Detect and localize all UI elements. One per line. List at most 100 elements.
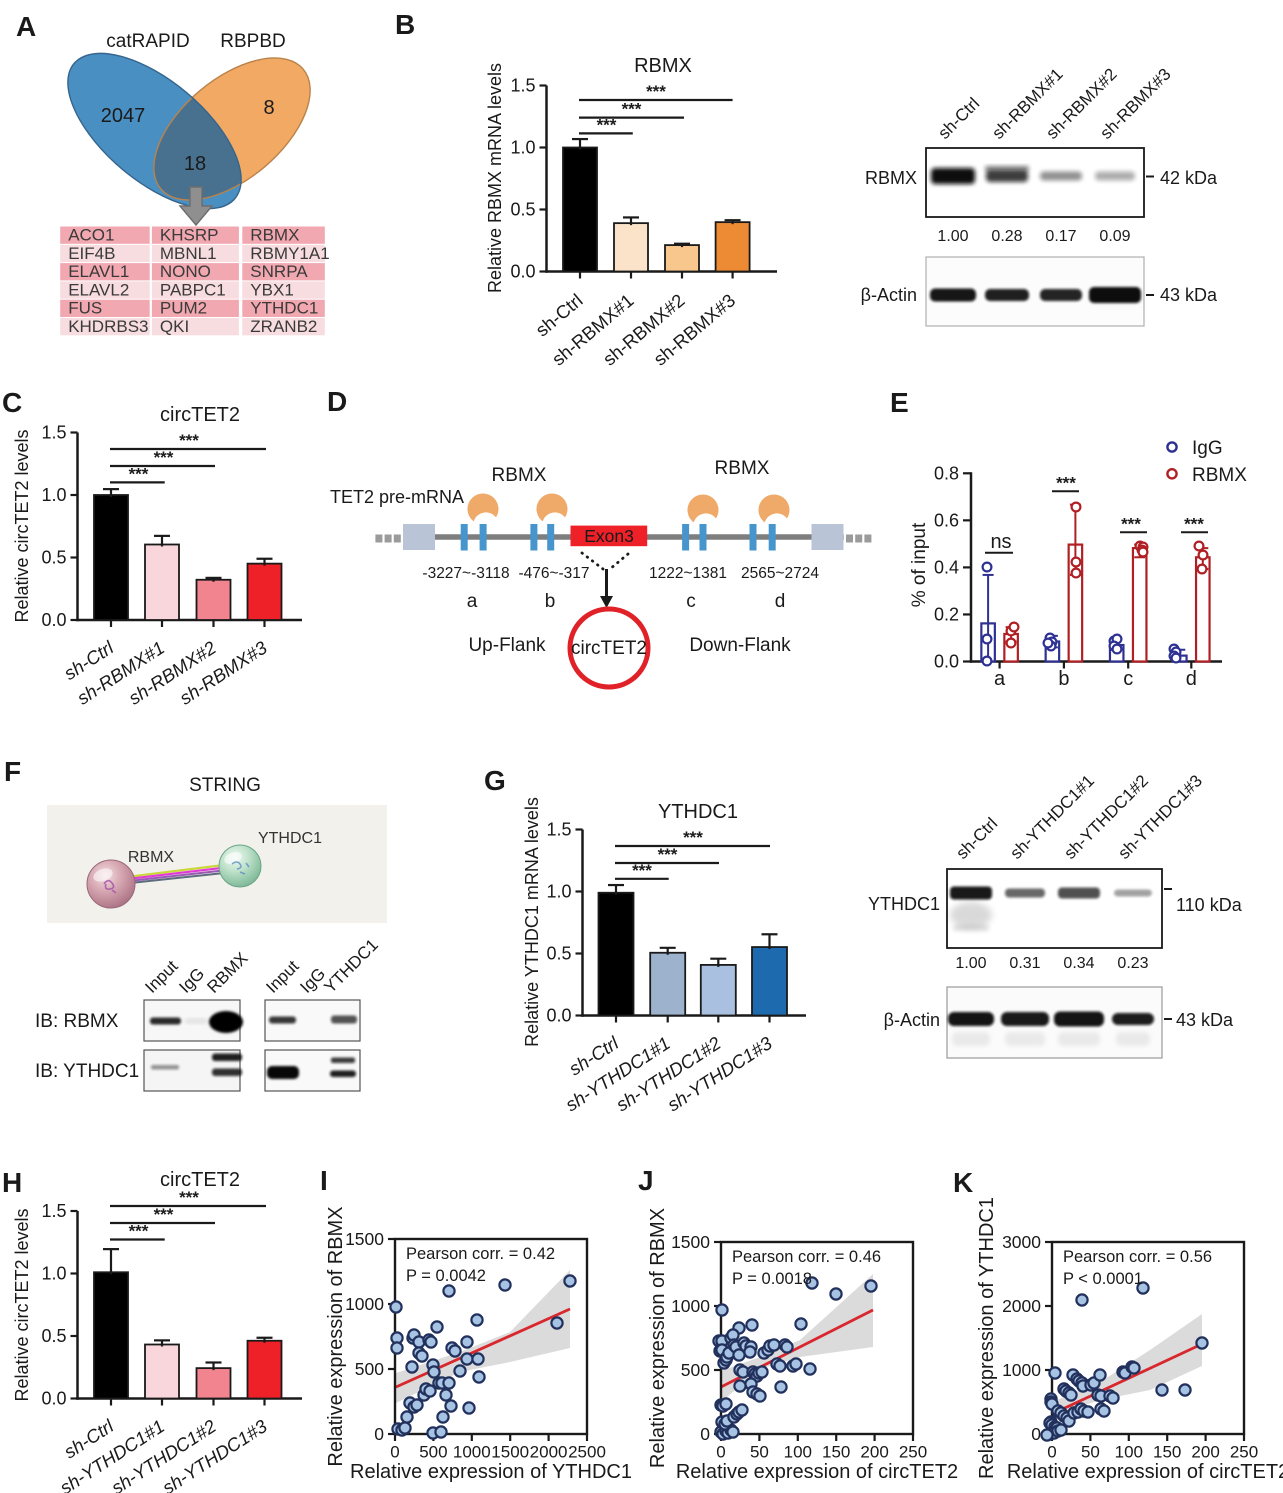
- svg-text:***: ***: [1056, 474, 1076, 493]
- svg-text:1.5: 1.5: [41, 423, 66, 443]
- svg-text:43 kDa: 43 kDa: [1176, 1010, 1234, 1030]
- svg-text:YTHDC1: YTHDC1: [868, 894, 940, 914]
- svg-text:***: ***: [646, 82, 666, 101]
- svg-text:***: ***: [1184, 515, 1204, 534]
- svg-text:0.17: 0.17: [1045, 228, 1076, 245]
- svg-text:Pearson corr. = 0.56: Pearson corr. = 0.56: [1063, 1248, 1212, 1266]
- svg-text:0.2: 0.2: [934, 604, 959, 624]
- svg-text:circTET2: circTET2: [160, 404, 240, 426]
- svg-text:ACO1: ACO1: [68, 226, 114, 245]
- svg-text:2047: 2047: [101, 105, 146, 127]
- svg-text:EIF4B: EIF4B: [68, 244, 115, 263]
- svg-text:-3227~-3118: -3227~-3118: [422, 565, 509, 582]
- svg-text:***: ***: [129, 1222, 149, 1241]
- svg-text:Relative expression of circTET: Relative expression of circTET2: [1007, 1461, 1283, 1483]
- svg-text:8: 8: [263, 97, 274, 119]
- svg-text:***: ***: [622, 100, 642, 119]
- svg-text:E: E: [890, 387, 909, 418]
- svg-text:Relative expression of RBMX: Relative expression of RBMX: [647, 1208, 669, 1468]
- svg-text:A: A: [16, 11, 36, 42]
- svg-text:Down-Flank: Down-Flank: [689, 635, 791, 656]
- svg-text:IB: RBMX: IB: RBMX: [35, 1011, 119, 1032]
- svg-text:RBMX: RBMX: [865, 168, 917, 188]
- svg-text:1000: 1000: [671, 1296, 710, 1316]
- svg-text:0.0: 0.0: [934, 652, 959, 672]
- svg-text:0: 0: [1031, 1424, 1041, 1444]
- svg-text:0.23: 0.23: [1117, 955, 1148, 972]
- svg-text:1.0: 1.0: [546, 882, 571, 902]
- svg-text:0.0: 0.0: [510, 262, 535, 282]
- svg-text:KHDRBS3: KHDRBS3: [68, 317, 148, 336]
- svg-text:YTHDC1: YTHDC1: [658, 801, 738, 823]
- svg-text:Pearson corr. = 0.46: Pearson corr. = 0.46: [732, 1248, 881, 1266]
- svg-text:IB: YTHDC1: IB: YTHDC1: [35, 1061, 139, 1082]
- svg-text:0: 0: [700, 1424, 710, 1444]
- svg-text:***: ***: [154, 1205, 174, 1224]
- svg-text:RBMX: RBMX: [128, 849, 175, 866]
- svg-text:D: D: [327, 386, 347, 417]
- svg-text:0.5: 0.5: [41, 1326, 66, 1346]
- svg-text:d: d: [1186, 668, 1197, 690]
- svg-text:1500: 1500: [671, 1232, 710, 1252]
- svg-text:1000: 1000: [1002, 1360, 1041, 1380]
- svg-text:circTET2: circTET2: [571, 638, 647, 659]
- svg-text:a: a: [994, 668, 1006, 690]
- svg-text:1500: 1500: [345, 1229, 384, 1249]
- svg-text:ELAVL1: ELAVL1: [68, 262, 129, 281]
- svg-text:***: ***: [658, 845, 678, 864]
- svg-text:YTHDC1: YTHDC1: [258, 830, 322, 847]
- svg-text:2565~2724: 2565~2724: [741, 565, 819, 582]
- svg-text:ns: ns: [990, 531, 1011, 553]
- svg-text:K: K: [953, 1167, 973, 1198]
- svg-text:KHSRP: KHSRP: [160, 226, 219, 245]
- svg-text:Relative circTET2 levels: Relative circTET2 levels: [12, 1208, 32, 1401]
- svg-text:RBMY1A1: RBMY1A1: [250, 244, 329, 263]
- svg-text:RBMX: RBMX: [1192, 465, 1247, 486]
- svg-text:G: G: [484, 765, 506, 796]
- svg-text:43 kDa: 43 kDa: [1160, 285, 1218, 305]
- svg-text:-476~-317: -476~-317: [518, 565, 589, 582]
- svg-text:RBPBD: RBPBD: [220, 31, 285, 52]
- svg-text:***: ***: [179, 431, 199, 450]
- svg-text:β-Actin: β-Actin: [861, 285, 917, 305]
- svg-text:110 kDa: 110 kDa: [1176, 895, 1243, 915]
- svg-text:0.0: 0.0: [41, 610, 66, 630]
- svg-text:d: d: [775, 591, 786, 612]
- svg-text:Relative YTHDC1 mRNA levels: Relative YTHDC1 mRNA levels: [522, 797, 542, 1047]
- svg-text:0.5: 0.5: [510, 200, 535, 220]
- svg-text:F: F: [4, 756, 21, 787]
- svg-text:2500: 2500: [568, 1443, 606, 1462]
- svg-text:Relative expression of YTHDC1: Relative expression of YTHDC1: [350, 1461, 632, 1483]
- svg-text:Up-Flank: Up-Flank: [468, 635, 546, 656]
- svg-text:J: J: [638, 1165, 654, 1196]
- svg-text:0: 0: [390, 1443, 399, 1462]
- svg-text:RBMX: RBMX: [634, 55, 692, 77]
- svg-text:H: H: [2, 1167, 22, 1198]
- svg-text:c: c: [1123, 668, 1133, 690]
- svg-text:0.5: 0.5: [41, 548, 66, 568]
- svg-text:MBNL1: MBNL1: [160, 244, 217, 263]
- svg-text:250: 250: [899, 1443, 927, 1462]
- svg-text:Relative expression of RBMX: Relative expression of RBMX: [325, 1206, 347, 1466]
- svg-text:I: I: [320, 1165, 328, 1196]
- svg-text:1222~1381: 1222~1381: [649, 565, 727, 582]
- svg-text:SNRPA: SNRPA: [250, 262, 308, 281]
- svg-text:200: 200: [860, 1443, 888, 1462]
- svg-text:150: 150: [1153, 1443, 1181, 1462]
- svg-text:1.5: 1.5: [510, 76, 535, 96]
- svg-text:0.5: 0.5: [546, 944, 571, 964]
- svg-text:1000: 1000: [453, 1443, 491, 1462]
- svg-text:0.8: 0.8: [934, 463, 959, 483]
- svg-text:2000: 2000: [1002, 1296, 1041, 1316]
- svg-text:50: 50: [750, 1443, 769, 1462]
- svg-text:P < 0.0001: P < 0.0001: [1063, 1270, 1143, 1288]
- svg-text:***: ***: [154, 448, 174, 467]
- svg-text:FUS: FUS: [68, 299, 102, 318]
- svg-text:YTHDC1: YTHDC1: [250, 299, 318, 318]
- svg-text:0.0: 0.0: [546, 1006, 571, 1026]
- svg-text:1.0: 1.0: [41, 485, 66, 505]
- svg-text:200: 200: [1191, 1443, 1219, 1462]
- svg-text:***: ***: [632, 861, 652, 880]
- svg-text:IgG: IgG: [1192, 438, 1223, 459]
- svg-text:1000: 1000: [345, 1294, 384, 1314]
